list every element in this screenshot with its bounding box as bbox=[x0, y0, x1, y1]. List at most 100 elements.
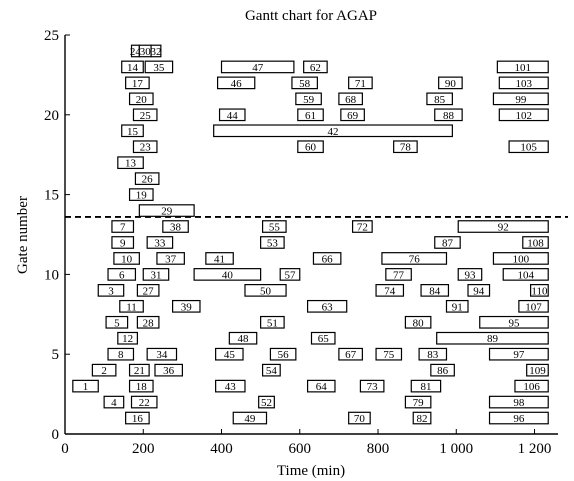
gantt-bar-label: 103 bbox=[516, 78, 533, 90]
gantt-bar-62: 62 bbox=[303, 60, 328, 74]
gantt-bar-label: 96 bbox=[513, 413, 525, 425]
x-ticks: 0 200 400 600 800 1 000 1 200 bbox=[61, 429, 551, 457]
x-tick-label: 600 bbox=[289, 441, 312, 457]
gantt-bar-13: 13 bbox=[117, 156, 144, 170]
gantt-bar-102: 102 bbox=[498, 108, 549, 122]
x-tick-label: 800 bbox=[367, 441, 390, 457]
gantt-bar-label: 9 bbox=[120, 237, 126, 249]
gantt-bar-28: 28 bbox=[136, 315, 160, 329]
gantt-bar-rect bbox=[502, 268, 549, 281]
gantt-bar-69: 69 bbox=[340, 108, 365, 122]
gantt-bar-label: 11 bbox=[126, 301, 137, 313]
gantt-bar-rect bbox=[128, 379, 154, 393]
gantt-bar-87: 87 bbox=[434, 236, 461, 249]
gantt-bar-61: 61 bbox=[297, 108, 324, 122]
gantt-bar-rect bbox=[128, 363, 150, 377]
gantt-bar-31: 31 bbox=[142, 268, 170, 281]
gantt-bar-label: 60 bbox=[305, 142, 317, 154]
gantt-bar-5: 5 bbox=[105, 315, 129, 329]
gantt-bar-label: 68 bbox=[345, 94, 357, 106]
gantt-bar-rect bbox=[193, 268, 262, 281]
gantt-bar-44: 44 bbox=[218, 108, 246, 122]
gantt-bar-rect bbox=[146, 236, 174, 249]
gantt-bar-67: 67 bbox=[338, 347, 363, 361]
gantt-bar-label: 72 bbox=[357, 222, 368, 234]
gantt-bar-23: 23 bbox=[132, 140, 158, 154]
gantt-bar-37: 37 bbox=[156, 252, 185, 265]
gantt-bar-63: 63 bbox=[306, 299, 348, 313]
gantt-bar-41: 41 bbox=[205, 252, 234, 265]
gantt-bar-label: 102 bbox=[516, 110, 533, 122]
gantt-bar-rect bbox=[121, 124, 144, 138]
gantt-bar-99: 99 bbox=[492, 92, 549, 106]
gantt-bar-rect bbox=[260, 236, 285, 249]
gantt-bar-label: 45 bbox=[224, 349, 236, 361]
gantt-bar-rect bbox=[530, 284, 549, 297]
gantt-bar-label: 75 bbox=[383, 349, 395, 361]
gantt-bar-label: 35 bbox=[153, 62, 165, 74]
gantt-bar-29: 29 bbox=[138, 204, 195, 218]
gantt-bar-label: 54 bbox=[266, 365, 278, 377]
gantt-bar-label: 109 bbox=[529, 365, 546, 377]
gantt-bar-label: 46 bbox=[231, 78, 243, 90]
gantt-bar-rect bbox=[297, 108, 324, 122]
gantt-bar-label: 79 bbox=[413, 397, 425, 409]
gantt-bar-rect bbox=[467, 284, 491, 297]
gantt-bar-83: 83 bbox=[418, 347, 448, 361]
gantt-bar-92: 92 bbox=[457, 220, 549, 234]
gantt-bar-label: 2 bbox=[101, 365, 107, 377]
gantt-bar-label: 29 bbox=[161, 206, 173, 218]
gantt-bar-label: 78 bbox=[400, 142, 412, 154]
gantt-bar-label: 76 bbox=[409, 253, 421, 265]
gantt-bar-19: 19 bbox=[128, 188, 154, 202]
gantt-bar-8: 8 bbox=[107, 347, 135, 361]
gantt-bar-rect bbox=[111, 236, 135, 249]
gantt-bar-15: 15 bbox=[121, 124, 144, 138]
gantt-bar-65: 65 bbox=[310, 331, 336, 345]
gantt-bar-rect bbox=[97, 284, 125, 297]
gantt-bar-14: 14 bbox=[121, 60, 144, 74]
gantt-bar-rect bbox=[359, 379, 385, 393]
gantt-bar-60: 60 bbox=[297, 140, 324, 154]
y-axis-label: Gate number bbox=[15, 196, 31, 274]
gantt-bar-rect bbox=[338, 92, 363, 106]
gantt-bar-label: 84 bbox=[429, 285, 441, 297]
gantt-bar-rect bbox=[107, 268, 137, 281]
gantt-bar-27: 27 bbox=[136, 284, 160, 297]
y-tick-label: 15 bbox=[44, 188, 59, 204]
gantt-bar-rect bbox=[488, 411, 549, 425]
gantt-bar-55: 55 bbox=[261, 220, 287, 234]
gantt-bar-rect bbox=[351, 220, 373, 233]
gantt-bar-label: 3 bbox=[108, 285, 114, 297]
gantt-bar-58: 58 bbox=[291, 76, 318, 90]
gantt-bar-rect bbox=[213, 124, 453, 138]
gantt-bar-88: 88 bbox=[434, 108, 463, 122]
gantt-bar-rect bbox=[348, 411, 371, 425]
gantt-bar-74: 74 bbox=[375, 284, 405, 297]
gantt-bar-label: 21 bbox=[134, 365, 145, 377]
gantt-bar-rect bbox=[103, 395, 125, 409]
gantt-bar-label: 43 bbox=[225, 381, 237, 393]
gantt-bar-rect bbox=[134, 172, 160, 185]
gantt-bar-36: 36 bbox=[154, 363, 183, 377]
gantt-bar-rect bbox=[306, 299, 348, 313]
gantt-bar-label: 10 bbox=[121, 253, 133, 265]
gantt-bar-32: 32 bbox=[150, 44, 161, 58]
gantt-bar-label: 107 bbox=[525, 301, 542, 313]
gantt-bar-4: 4 bbox=[103, 395, 125, 409]
gantt-bar-46: 46 bbox=[216, 76, 256, 90]
gantt-bar-rect bbox=[434, 236, 461, 249]
gantt-bar-rect bbox=[291, 76, 318, 90]
gantt-bar-label: 62 bbox=[310, 62, 321, 74]
gantt-bar-81: 81 bbox=[410, 379, 442, 393]
gantt-bar-label: 34 bbox=[156, 349, 168, 361]
gantt-bar-rect bbox=[218, 108, 246, 122]
y-tick-label: 5 bbox=[52, 347, 60, 363]
gantt-bar-rect bbox=[220, 60, 295, 74]
gantt-bar-label: 61 bbox=[305, 110, 316, 122]
gantt-bar-label: 100 bbox=[513, 253, 530, 265]
gantt-bar-rect bbox=[113, 252, 140, 265]
gantt-bar-label: 92 bbox=[498, 222, 509, 234]
gantt-bar-label: 12 bbox=[122, 333, 133, 345]
gantt-bar-rect bbox=[258, 395, 275, 409]
